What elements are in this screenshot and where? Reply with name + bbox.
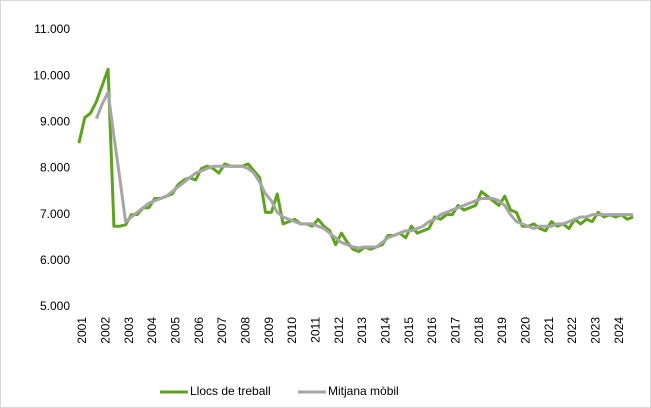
series-line [95, 90, 634, 250]
series-line [77, 67, 634, 254]
x-tick-label: 2015 [402, 317, 416, 344]
x-tick-label: 2007 [215, 317, 229, 344]
y-tick-label: 5.000 [40, 299, 70, 313]
y-tick-label: 7.000 [40, 207, 70, 221]
x-tick-label: 2019 [495, 317, 509, 344]
y-tick-label: 8.000 [40, 161, 70, 175]
x-tick-label: 2010 [285, 317, 299, 344]
x-tick-label: 2022 [565, 317, 579, 344]
x-tick-label: 2008 [238, 317, 252, 344]
x-tick-label: 2023 [588, 317, 602, 344]
x-tick-label: 2012 [332, 317, 346, 344]
x-tick-label: 2006 [192, 317, 206, 344]
x-tick-label: 2024 [612, 317, 626, 344]
x-tick-label: 2016 [425, 317, 439, 344]
x-tick-label: 2002 [98, 317, 112, 344]
y-tick-label: 9.000 [40, 115, 70, 129]
x-tick-label: 2004 [145, 317, 159, 344]
x-tick-label: 2017 [448, 317, 462, 344]
y-tick-label: 6.000 [40, 253, 70, 267]
x-tick-label: 2011 [308, 317, 322, 343]
y-tick-label: 10.000 [33, 68, 70, 82]
legend-label: Mitjana mòbil [328, 384, 399, 398]
x-tick-label: 2014 [378, 317, 392, 344]
x-tick-label: 2018 [472, 317, 486, 344]
legend-label: Llocs de treball [190, 384, 271, 398]
x-tick-label: 2003 [122, 317, 136, 344]
x-tick-label: 2005 [168, 317, 182, 344]
x-tick-label: 2001 [75, 317, 89, 344]
x-tick-label: 2013 [355, 317, 369, 344]
x-tick-label: 2009 [262, 317, 276, 344]
x-tick-label: 2021 [542, 317, 556, 344]
y-tick-label: 11.000 [34, 22, 70, 36]
x-tick-label: 2020 [518, 317, 532, 344]
